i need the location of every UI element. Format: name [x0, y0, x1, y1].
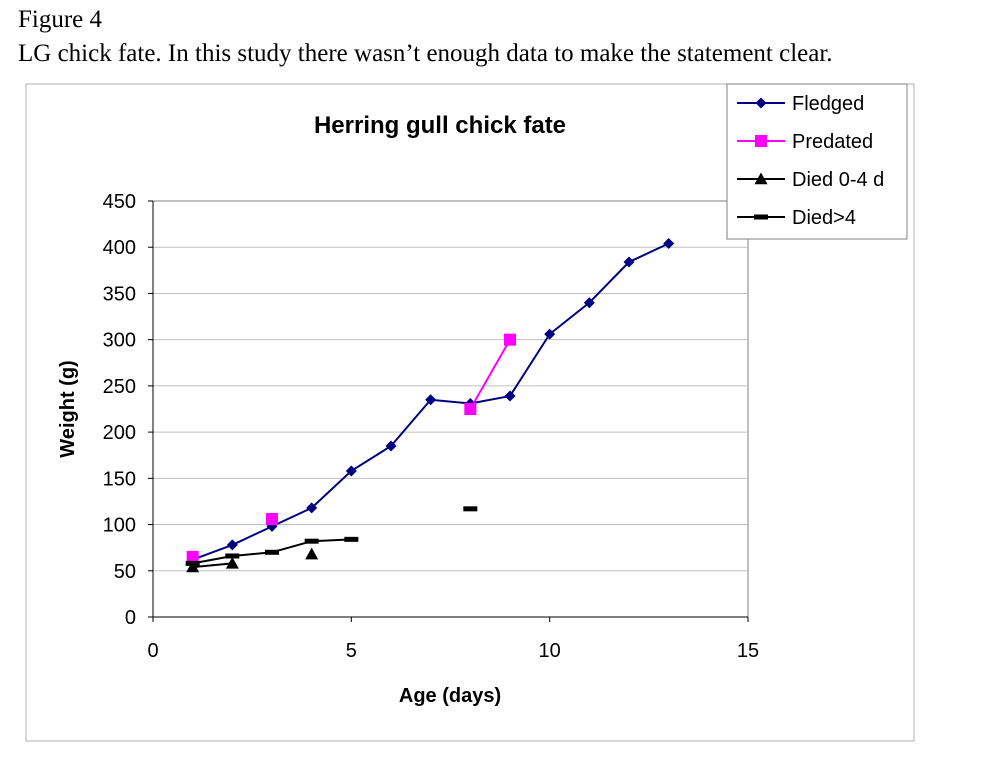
x-tick-label: 10	[539, 640, 561, 662]
data-point-fledged	[544, 328, 556, 340]
data-point-died-4	[463, 506, 478, 512]
data-point-predated	[504, 333, 516, 346]
data-point-died-4	[344, 536, 359, 542]
data-point-died-0-4-d	[225, 556, 239, 569]
legend: Fledged Predated Died 0-4 d Died>4	[726, 83, 908, 240]
series-line-died-0-4-d	[192, 562, 233, 569]
legend-label: Died>4	[792, 207, 856, 229]
y-tick-label: 50	[114, 561, 136, 583]
legend-label: Predated	[792, 131, 873, 153]
series-died-4	[185, 506, 478, 566]
data-point-fledged	[385, 440, 397, 452]
series-line-predated	[469, 339, 511, 410]
series-died-0-4-d	[186, 547, 319, 573]
data-point-fledged	[425, 394, 437, 406]
x-axis-label: Age (days)	[399, 685, 501, 707]
legend-label: Fledged	[792, 93, 864, 115]
x-tick-label: 0	[147, 640, 158, 662]
legend-marker	[754, 214, 768, 220]
series-layer	[185, 238, 675, 573]
data-point-predated	[464, 403, 477, 415]
legend-marker	[755, 135, 767, 147]
legend-entry-died-4: Died>4	[737, 207, 856, 229]
legend-entry-predated: Predated	[737, 131, 873, 153]
data-point-fledged	[583, 297, 595, 309]
legend-entry-died-0-4-d: Died 0-4 d	[737, 169, 884, 191]
data-point-died-4	[304, 538, 319, 544]
data-point-fledged	[345, 465, 357, 477]
x-tick-label: 15	[737, 640, 759, 662]
legend-marker	[754, 172, 768, 185]
series-predated	[186, 333, 516, 563]
data-point-predated	[266, 513, 278, 526]
y-tick-label: 0	[125, 607, 136, 629]
data-point-died-0-4-d	[186, 560, 200, 573]
x-axis: 0 5 10 15	[147, 616, 759, 662]
data-point-fledged	[306, 502, 318, 514]
x-tick-label: 5	[346, 640, 357, 662]
y-tick-label: 250	[103, 376, 136, 398]
legend-marker	[755, 97, 767, 109]
data-point-died-4	[185, 560, 200, 566]
y-tick-label: 100	[103, 515, 136, 537]
figure-label: Figure 4	[18, 6, 103, 33]
data-point-died-4	[265, 549, 279, 555]
y-tick-label: 300	[103, 330, 136, 352]
chart-title: Herring gull chick fate	[314, 112, 566, 139]
data-point-fledged	[226, 539, 238, 551]
legend-label: Died 0-4 d	[792, 169, 884, 191]
y-tick-label: 450	[103, 191, 136, 213]
y-tick-label: 200	[103, 422, 136, 444]
plot-area	[152, 200, 749, 618]
y-axis-label: Weight (g)	[57, 360, 79, 457]
data-point-died-4	[225, 553, 240, 559]
gridlines	[153, 246, 748, 572]
data-point-fledged	[623, 256, 635, 268]
y-tick-label: 150	[103, 468, 136, 490]
y-axis: 0 50 100 150 200 250 300 350 400 450	[103, 191, 154, 629]
data-point-predated	[186, 550, 199, 563]
y-tick-label: 400	[103, 237, 136, 259]
data-point-died-0-4-d	[305, 547, 319, 560]
data-point-fledged	[504, 390, 516, 402]
legend-box	[726, 83, 908, 240]
legend-entry-fledged: Fledged	[737, 93, 864, 115]
data-point-fledged	[663, 238, 675, 250]
y-tick-label: 350	[103, 283, 136, 305]
figure-caption: LG chick fate. In this study there wasn’…	[18, 40, 833, 67]
